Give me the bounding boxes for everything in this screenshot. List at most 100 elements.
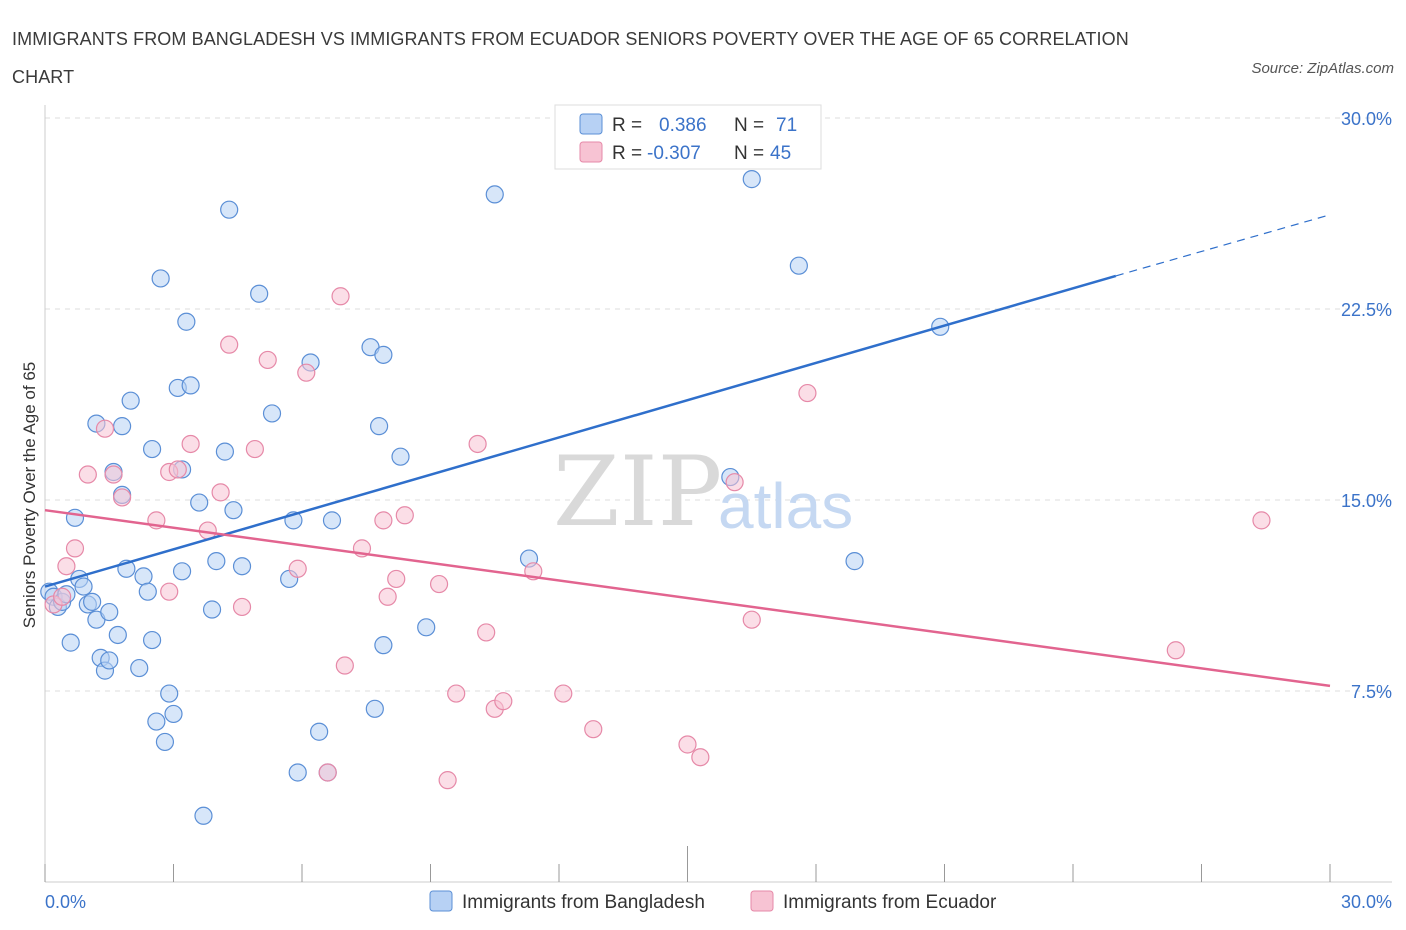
point-ecuador-12	[181, 434, 200, 454]
point-ecuador-23	[335, 656, 354, 675]
bottom-legend-label-bangladesh: Immigrants from Bangladesh	[462, 892, 705, 913]
point-bangladesh-60	[391, 447, 410, 466]
legend-swatch-bangladesh	[579, 113, 603, 135]
bottom-legend-swatch-bangladesh	[429, 890, 453, 912]
point-bangladesh-44	[224, 501, 243, 520]
point-bangladesh-52	[310, 722, 329, 741]
point-bangladesh-10	[83, 592, 102, 611]
point-bangladesh-30	[155, 732, 175, 752]
point-bangladesh-65	[742, 170, 761, 189]
point-ecuador-40	[691, 748, 710, 767]
legend-swatch-ecuador	[579, 141, 603, 163]
y-tick-label-2: 22.5%	[1341, 300, 1392, 320]
point-ecuador-3	[65, 539, 85, 558]
point-bangladesh-15	[100, 651, 119, 670]
point-ecuador-29	[429, 574, 449, 594]
point-ecuador-32	[468, 434, 487, 454]
point-bangladesh-47	[262, 404, 282, 423]
point-bangladesh-46	[250, 284, 269, 303]
point-bangladesh-16	[100, 602, 119, 622]
point-bangladesh-57	[370, 417, 389, 436]
legend-r-value-2: -0.307	[647, 143, 701, 164]
point-ecuador-44	[1166, 641, 1185, 660]
point-ecuador-17	[245, 439, 264, 459]
point-bangladesh-58	[374, 636, 393, 655]
point-bangladesh-32	[164, 704, 183, 724]
y-tick-label-0: 7.5%	[1351, 682, 1392, 702]
point-bangladesh-36	[177, 312, 196, 331]
point-ecuador-35	[494, 692, 513, 711]
axes	[44, 105, 1392, 883]
point-ecuador-1	[53, 587, 72, 606]
point-bangladesh-29	[151, 269, 170, 288]
point-bangladesh-35	[172, 562, 192, 581]
point-ecuador-26	[378, 587, 397, 606]
point-bangladesh-28	[147, 712, 166, 731]
point-bangladesh-18	[108, 625, 127, 645]
point-ecuador-20	[297, 363, 316, 382]
point-bangladesh-27	[142, 439, 162, 459]
point-bangladesh-24	[134, 567, 153, 586]
chart-title: IMMIGRANTS FROM BANGLADESH VS IMMIGRANTS…	[12, 29, 1129, 87]
point-bangladesh-62	[485, 185, 504, 204]
legend-r-value-1: 0.386	[659, 115, 707, 136]
point-ecuador-11	[168, 460, 187, 479]
point-ecuador-9	[160, 582, 179, 601]
trendline-bangladesh-extension	[1115, 214, 1331, 277]
bottom-legend-label-ecuador: Immigrants from Ecuador	[783, 892, 997, 913]
legend-r-label-2: R =	[612, 143, 642, 164]
point-ecuador-22	[331, 287, 350, 306]
point-ecuador-37	[554, 684, 573, 703]
bottom-legend-swatch-ecuador	[750, 890, 774, 912]
point-bangladesh-56	[365, 699, 384, 718]
series-bangladesh-points	[40, 170, 950, 825]
point-bangladesh-5	[61, 633, 80, 652]
point-ecuador-28	[395, 506, 414, 525]
point-bangladesh-23	[130, 658, 149, 678]
point-bangladesh-26	[142, 630, 162, 650]
legend-n-value-1: 71	[776, 115, 797, 136]
series-ecuador-points	[44, 287, 1271, 790]
y-tick-label-3: 30.0%	[1341, 109, 1392, 129]
point-ecuador-19	[288, 559, 307, 578]
point-bangladesh-41	[207, 552, 226, 571]
point-ecuador-16	[232, 597, 252, 617]
point-bangladesh-38	[190, 493, 209, 512]
point-bangladesh-6	[65, 508, 85, 527]
point-bangladesh-42	[215, 442, 234, 461]
point-bangladesh-25	[138, 582, 157, 601]
point-bangladesh-66	[789, 256, 808, 275]
point-bangladesh-43	[220, 200, 239, 219]
point-ecuador-41	[725, 473, 744, 492]
legend-n-label-1: N =	[734, 115, 764, 136]
point-bangladesh-61	[417, 618, 436, 637]
point-ecuador-6	[104, 465, 123, 484]
point-ecuador-21	[318, 763, 337, 782]
y-tick-label-1: 15.0%	[1341, 491, 1392, 511]
trendline-ecuador	[44, 508, 1331, 688]
legend-r-label-1: R =	[612, 115, 642, 136]
point-bangladesh-20	[112, 417, 132, 436]
point-ecuador-31	[447, 684, 466, 703]
chart-source: Source: ZipAtlas.com	[1251, 60, 1394, 77]
point-bangladesh-39	[194, 806, 213, 825]
point-bangladesh-45	[232, 557, 252, 576]
point-bangladesh-40	[202, 600, 222, 619]
point-bangladesh-37	[181, 376, 200, 395]
point-ecuador-15	[220, 335, 239, 354]
watermark-zip: ZIP	[553, 436, 722, 548]
point-bangladesh-59	[374, 345, 393, 364]
legend-n-value-2: 45	[770, 143, 791, 164]
point-ecuador-25	[374, 511, 393, 530]
point-bangladesh-54	[322, 511, 342, 530]
x-tick-label-1: 30.0%	[1341, 892, 1392, 912]
point-ecuador-18	[258, 350, 277, 370]
series-legend: Immigrants from Bangladesh Immigrants fr…	[429, 890, 997, 913]
point-ecuador-45	[1252, 511, 1271, 530]
point-ecuador-5	[95, 419, 115, 438]
legend-n-label-2: N =	[734, 143, 764, 164]
point-ecuador-4	[78, 465, 97, 484]
point-bangladesh-8	[74, 577, 93, 596]
point-bangladesh-67	[845, 552, 864, 571]
